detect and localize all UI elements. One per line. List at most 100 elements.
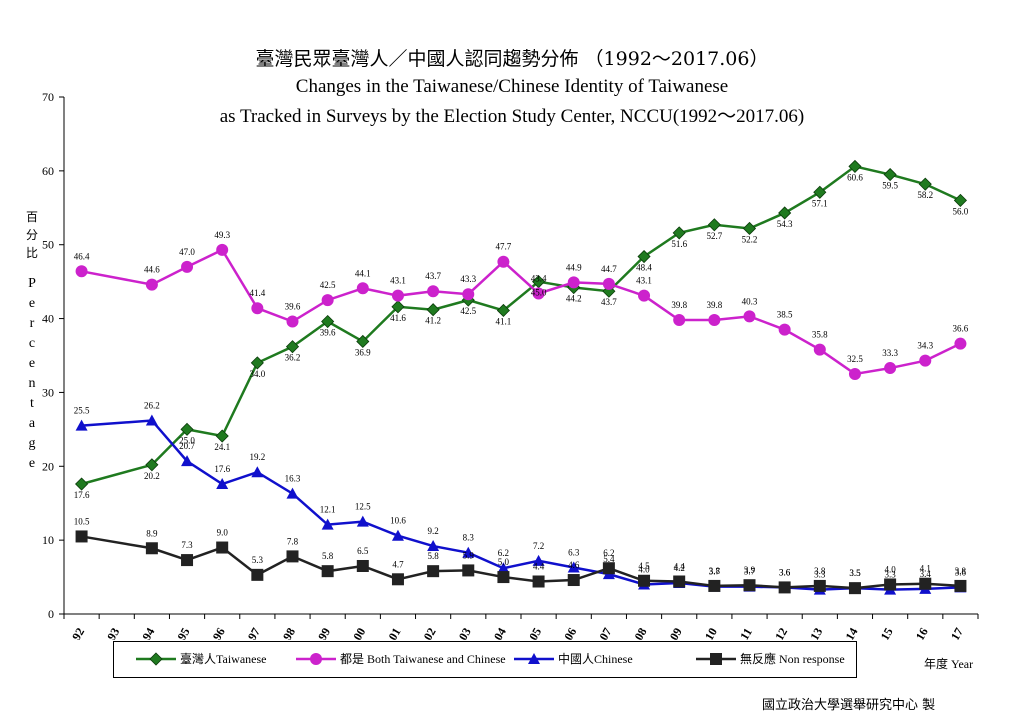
data-label: 3.8: [709, 566, 721, 576]
data-label: 44.6: [144, 265, 160, 275]
data-point: [743, 579, 756, 592]
data-label: 5.4: [603, 554, 615, 564]
data-point: [602, 562, 615, 575]
data-label: 4.6: [568, 560, 580, 570]
data-label: 43.7: [425, 271, 441, 281]
data-point: [391, 573, 404, 586]
data-point: [638, 574, 651, 587]
data-label: 33.3: [882, 348, 898, 358]
data-label: 5.8: [427, 551, 439, 561]
x-tick-label: 97: [245, 625, 263, 640]
data-point: [638, 289, 651, 302]
data-label: 41.2: [425, 316, 441, 326]
data-label: 3.6: [955, 567, 967, 577]
data-point: [180, 422, 194, 436]
data-label: 5.8: [322, 551, 334, 561]
data-label: 43.7: [601, 297, 617, 307]
data-label: 44.7: [601, 264, 617, 274]
x-tick-label: 16: [913, 625, 931, 640]
x-tick-label: 07: [596, 625, 614, 640]
data-label: 3.7: [709, 567, 721, 577]
data-point: [778, 323, 791, 336]
legend-marker: [149, 652, 163, 666]
x-tick-label: 02: [421, 625, 439, 640]
data-point: [321, 314, 335, 329]
data-point: [356, 559, 369, 572]
data-point: [286, 487, 299, 499]
data-point: [883, 167, 897, 182]
data-label: 3.7: [744, 567, 756, 577]
x-tick-label: 12: [772, 625, 790, 640]
legend-label: 臺灣人Taiwanese: [180, 652, 267, 666]
data-label: 3.6: [779, 567, 791, 577]
data-label: 34.3: [917, 341, 933, 351]
x-tick-label: 17: [948, 625, 966, 640]
data-label: 3.8: [955, 566, 967, 576]
data-label: 39.6: [285, 302, 301, 312]
data-label: 3.3: [884, 570, 896, 580]
data-label: 7.8: [287, 536, 299, 546]
legend-swatch: [296, 653, 336, 665]
data-point: [215, 429, 229, 443]
data-point: [848, 582, 861, 595]
source-credit: 國立政治大學選舉研究中心 製: [762, 698, 936, 713]
data-point: [216, 541, 229, 554]
data-label: 57.1: [812, 198, 828, 208]
series-line: [81, 165, 961, 486]
data-point: [532, 287, 545, 300]
data-point: [884, 362, 897, 375]
data-label: 44.9: [566, 262, 582, 272]
series-1: [75, 243, 967, 380]
data-label: 24.1: [214, 442, 230, 452]
data-label: 38.5: [777, 310, 793, 320]
data-point: [145, 278, 158, 291]
x-axis-label: 年度 Year: [924, 657, 974, 671]
data-point: [919, 577, 932, 590]
data-label: 39.8: [706, 300, 722, 310]
data-label: 4.0: [884, 564, 896, 574]
x-tick-label: 06: [561, 625, 579, 640]
data-point: [497, 562, 510, 574]
x-tick-label: 08: [632, 625, 650, 640]
data-label: 12.1: [320, 505, 336, 515]
data-point: [708, 579, 721, 592]
data-label: 42.5: [320, 280, 336, 290]
data-label: 25.5: [74, 406, 90, 416]
data-label: 46.4: [74, 251, 90, 261]
series-2: [75, 414, 967, 595]
x-tick-label: 05: [526, 625, 544, 640]
data-label: 34.0: [249, 369, 265, 379]
data-label: 51.6: [671, 239, 687, 249]
data-label: 20.2: [144, 471, 160, 481]
y-tick-label: 70: [42, 90, 54, 104]
line-chart: 0 10 20 30 40 50 60 70 92 93 94 95 96 97 98 99 00 01 02 03 0…: [42, 90, 979, 640]
data-label: 17.6: [74, 490, 90, 500]
data-label: 52.7: [706, 231, 722, 241]
data-point: [356, 334, 370, 349]
data-point: [145, 458, 159, 472]
x-tick-label: 93: [104, 625, 122, 640]
chart-title-en-line2: as Tracked in Surveys by the Election St…: [219, 106, 805, 127]
data-point: [75, 265, 88, 278]
data-point: [919, 354, 932, 367]
data-label: 4.4: [533, 562, 545, 572]
series-line: [81, 535, 961, 590]
x-tick-label: 14: [842, 625, 860, 640]
data-label: 20.7: [179, 441, 195, 451]
data-label: 17.6: [214, 464, 230, 474]
data-label: 3.8: [814, 566, 826, 576]
chart-title-zh: 臺灣民眾臺灣人／中國人認同趨勢分佈 （1992～2017.06）: [255, 48, 769, 70]
data-point: [321, 294, 334, 307]
data-label: 9.0: [217, 528, 229, 538]
data-point: [813, 343, 826, 356]
data-point: [708, 314, 721, 327]
legend-marker: [710, 653, 722, 665]
legend-label: 無反應 Non response: [740, 652, 845, 666]
data-label: 6.2: [603, 548, 614, 558]
data-label: 9.2: [427, 526, 438, 536]
data-label: 3.5: [849, 568, 861, 578]
data-label: 44.2: [566, 294, 582, 304]
data-point: [75, 530, 88, 543]
data-label: 41.1: [496, 316, 512, 326]
